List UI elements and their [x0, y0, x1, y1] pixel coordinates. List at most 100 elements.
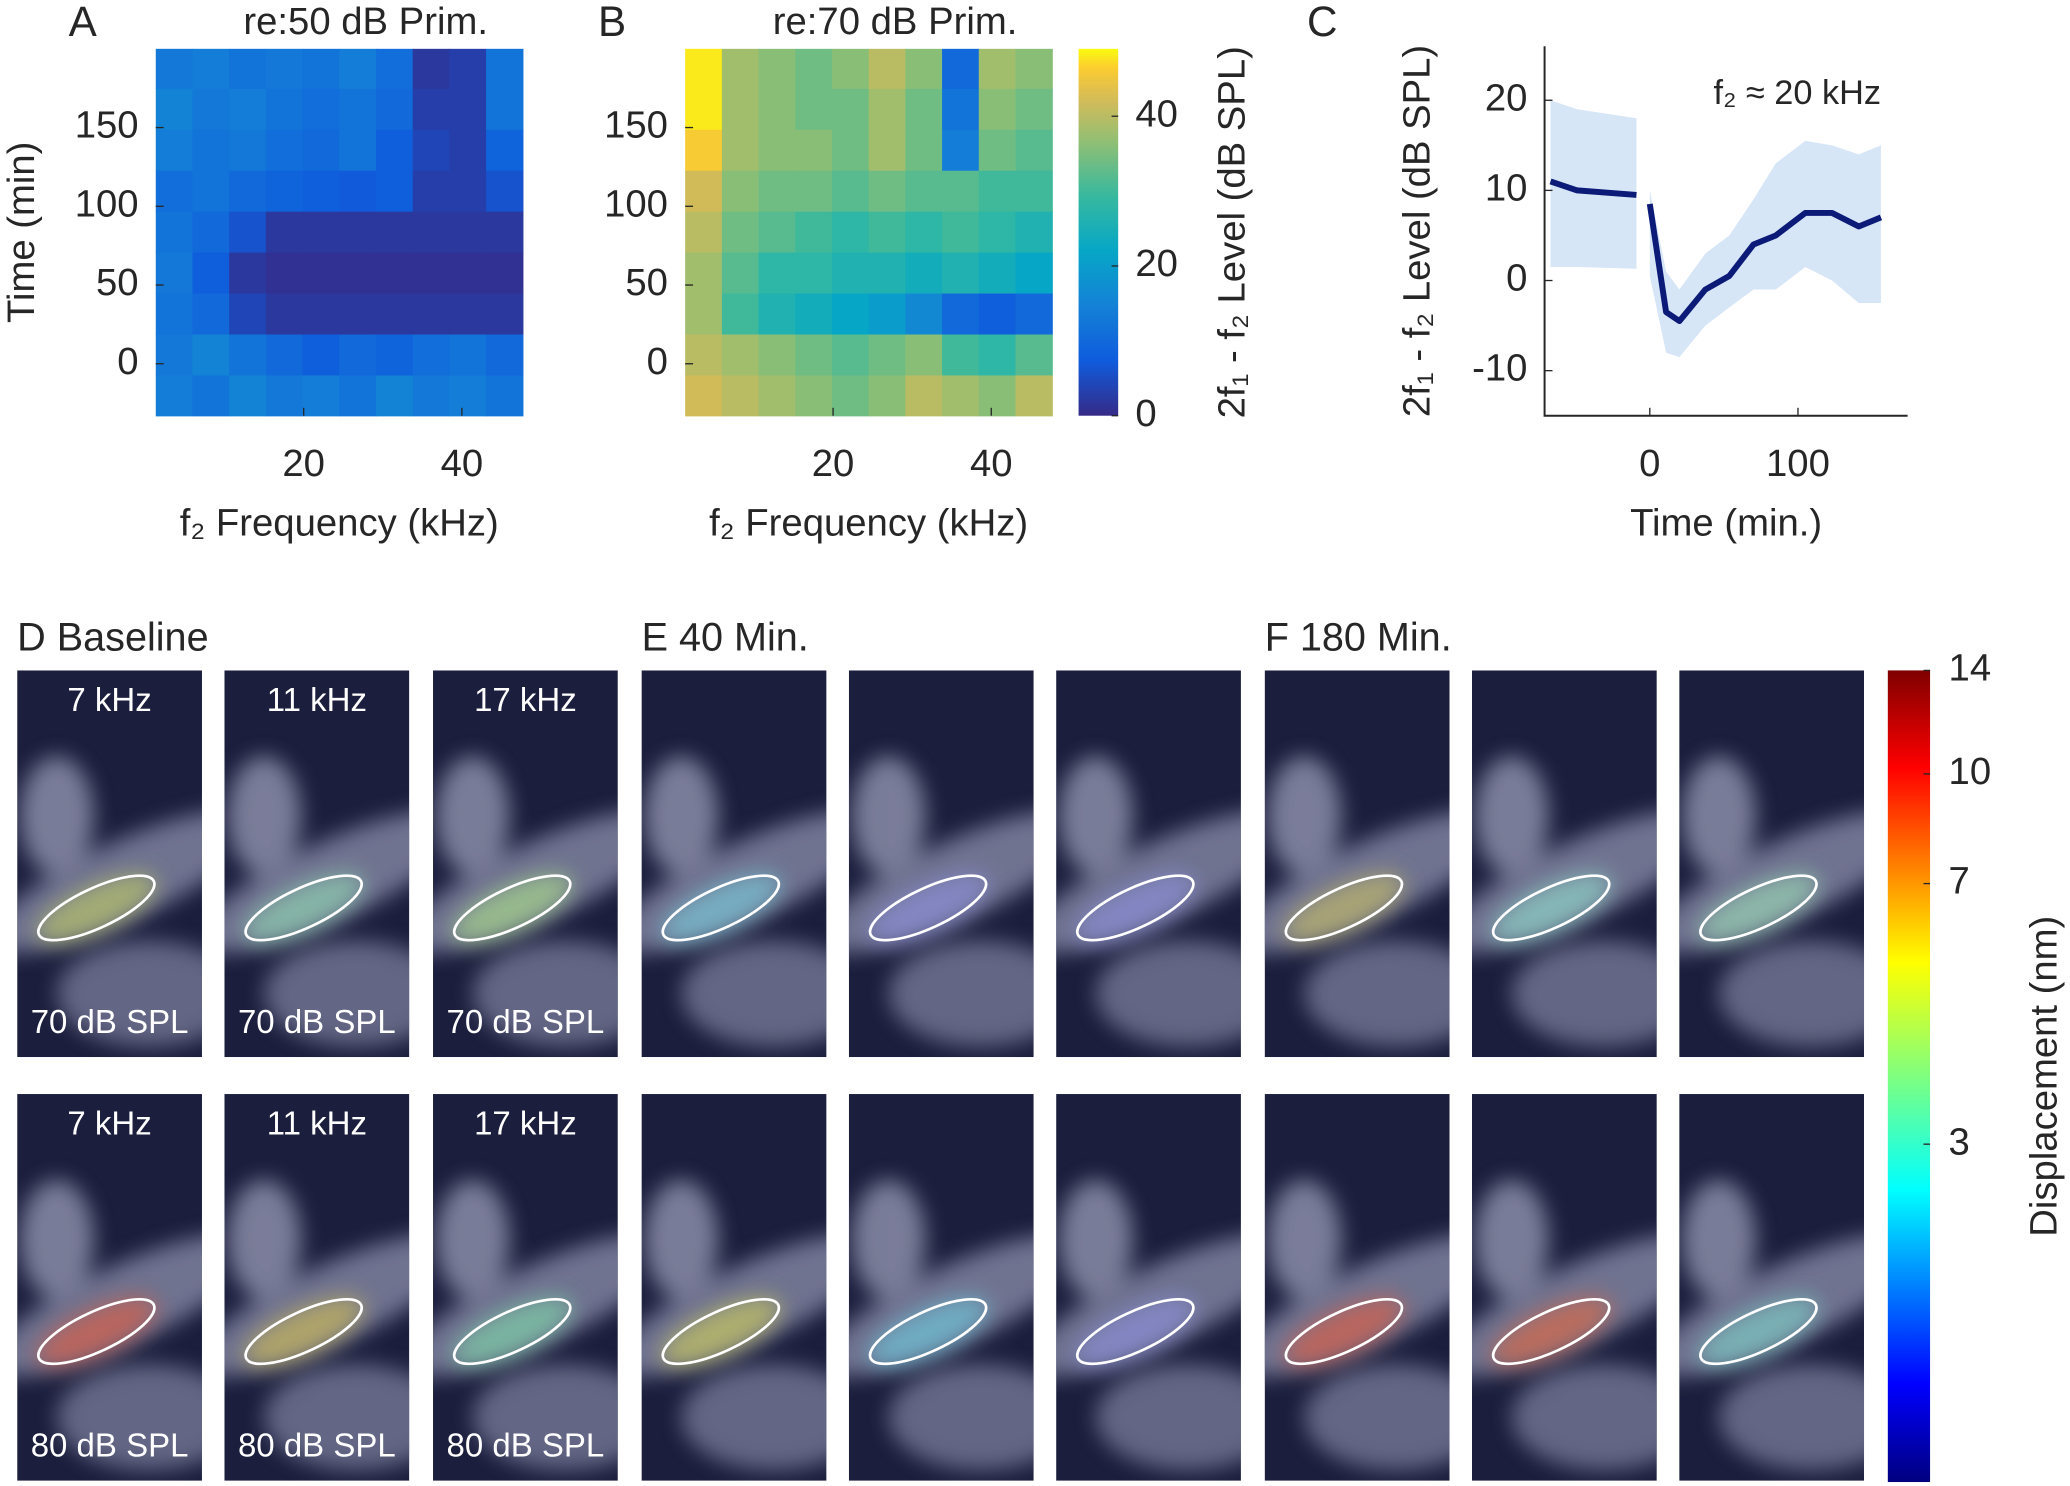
heatmap-cell — [905, 211, 943, 253]
heatmap-cell — [302, 129, 340, 171]
y-tick-label: 100 — [75, 182, 139, 225]
heatmap-cell — [685, 48, 723, 89]
heatmap-cell — [942, 333, 980, 376]
heatmap-cell — [978, 88, 1017, 130]
heatmap-cell — [758, 333, 796, 376]
frequency-label: 7 kHz — [67, 681, 151, 718]
heatmap-cell — [412, 211, 451, 253]
response — [35, 1297, 157, 1367]
heatmap-cell — [758, 292, 796, 335]
contour — [1699, 874, 1818, 942]
heatmap-cell — [265, 374, 304, 417]
heatmap-cell — [375, 374, 414, 417]
image-panel — [17, 1094, 202, 1481]
tissue-shape — [681, 940, 827, 1047]
heatmap-cell — [868, 211, 907, 253]
heatmap-cell — [685, 170, 723, 212]
heatmap-cell — [302, 251, 340, 294]
tissue-shape — [851, 1179, 926, 1299]
heatmap-cell — [1015, 129, 1053, 171]
heatmap-cell — [685, 211, 723, 253]
tissue-shape — [1095, 940, 1241, 1047]
heatmap-cell — [486, 374, 524, 417]
heatmap-cell — [978, 129, 1017, 171]
heatmap-cell — [339, 374, 377, 417]
heatmap-cell — [758, 211, 796, 253]
y-tick-label: 50 — [96, 261, 139, 304]
heatmap-cell — [905, 292, 943, 335]
heatmap-cell — [229, 251, 267, 294]
heatmap-cell — [339, 88, 377, 130]
panel-label: B — [598, 0, 626, 45]
heatmap-cell — [302, 170, 340, 212]
heatmap-cell — [265, 292, 304, 335]
heatmap-cell — [795, 374, 833, 417]
heatmap-cell — [155, 129, 194, 171]
contour — [661, 1298, 781, 1366]
heatmap-cell — [868, 374, 907, 417]
heatmap-cell — [155, 88, 194, 130]
group-label: D Baseline — [17, 616, 208, 660]
heatmap-cell — [339, 48, 377, 89]
response — [867, 873, 989, 943]
level-label: 70 dB SPL — [31, 1003, 189, 1040]
tissue-shape — [264, 940, 410, 1047]
heatmap-cell — [375, 251, 414, 294]
heatmap-cell — [795, 211, 833, 253]
level-label: 80 dB SPL — [238, 1426, 396, 1463]
tissue-shape — [1267, 756, 1342, 875]
heatmap-cell — [486, 292, 524, 335]
heatmap-cell — [229, 374, 267, 417]
heatmap-cell — [486, 129, 524, 171]
heatmap-cell — [155, 211, 194, 253]
heatmap-cell — [721, 251, 760, 294]
heatmap-cell — [868, 48, 907, 89]
heatmap-cell — [375, 88, 414, 130]
response — [660, 873, 782, 943]
image-panel — [641, 1094, 827, 1481]
heatmap-cell — [942, 170, 980, 212]
heatmap-cell — [265, 48, 304, 89]
heatmap-cell — [721, 211, 760, 253]
heatmap-cell — [302, 48, 340, 89]
heatmap-cell — [942, 211, 980, 253]
tissue-shape — [1474, 1179, 1549, 1299]
response — [660, 1297, 782, 1367]
y-tick-label: 150 — [604, 104, 668, 147]
heatmap-cell — [229, 292, 267, 335]
heatmap-cell — [449, 292, 487, 335]
heatmap-cell — [412, 170, 451, 212]
contour — [37, 874, 156, 942]
heatmap-cell — [192, 374, 230, 417]
heatmap-cell — [868, 170, 907, 212]
heatmap-cell — [155, 374, 194, 417]
contour — [1284, 1298, 1404, 1366]
y-tick-label: 100 — [604, 182, 668, 225]
heatmap-cell — [795, 48, 833, 89]
heatmap-cell — [942, 292, 980, 335]
colorbar-label: 2f₁ - f₂ Level (dB SPL) — [1210, 46, 1253, 418]
heatmap-cell — [942, 251, 980, 294]
y-tick-label: 0 — [647, 340, 668, 383]
frequency-label: 11 kHz — [267, 1104, 367, 1141]
image-panel — [17, 670, 202, 1058]
contour — [452, 1298, 572, 1366]
image-panel — [1679, 670, 1865, 1058]
image-panel — [1471, 1094, 1657, 1481]
heatmap-cell — [1015, 88, 1053, 130]
heatmap-cell — [412, 48, 451, 89]
heatmap-cell — [449, 170, 487, 212]
tissue-shape — [1681, 1179, 1756, 1299]
heatmap-cell — [795, 333, 833, 376]
contour — [1075, 1298, 1195, 1366]
heatmap-cell — [942, 374, 980, 417]
colorbar-tick-label: 7 — [1949, 860, 1970, 903]
heatmap-cell — [978, 333, 1017, 376]
heatmap-cell — [685, 88, 723, 130]
heatmap-cell — [795, 88, 833, 130]
response — [1697, 873, 1820, 943]
heatmap-cell — [1015, 251, 1053, 294]
heatmap-cell — [978, 292, 1017, 335]
heatmap-cell — [795, 292, 833, 335]
heatmap-cell — [192, 251, 230, 294]
